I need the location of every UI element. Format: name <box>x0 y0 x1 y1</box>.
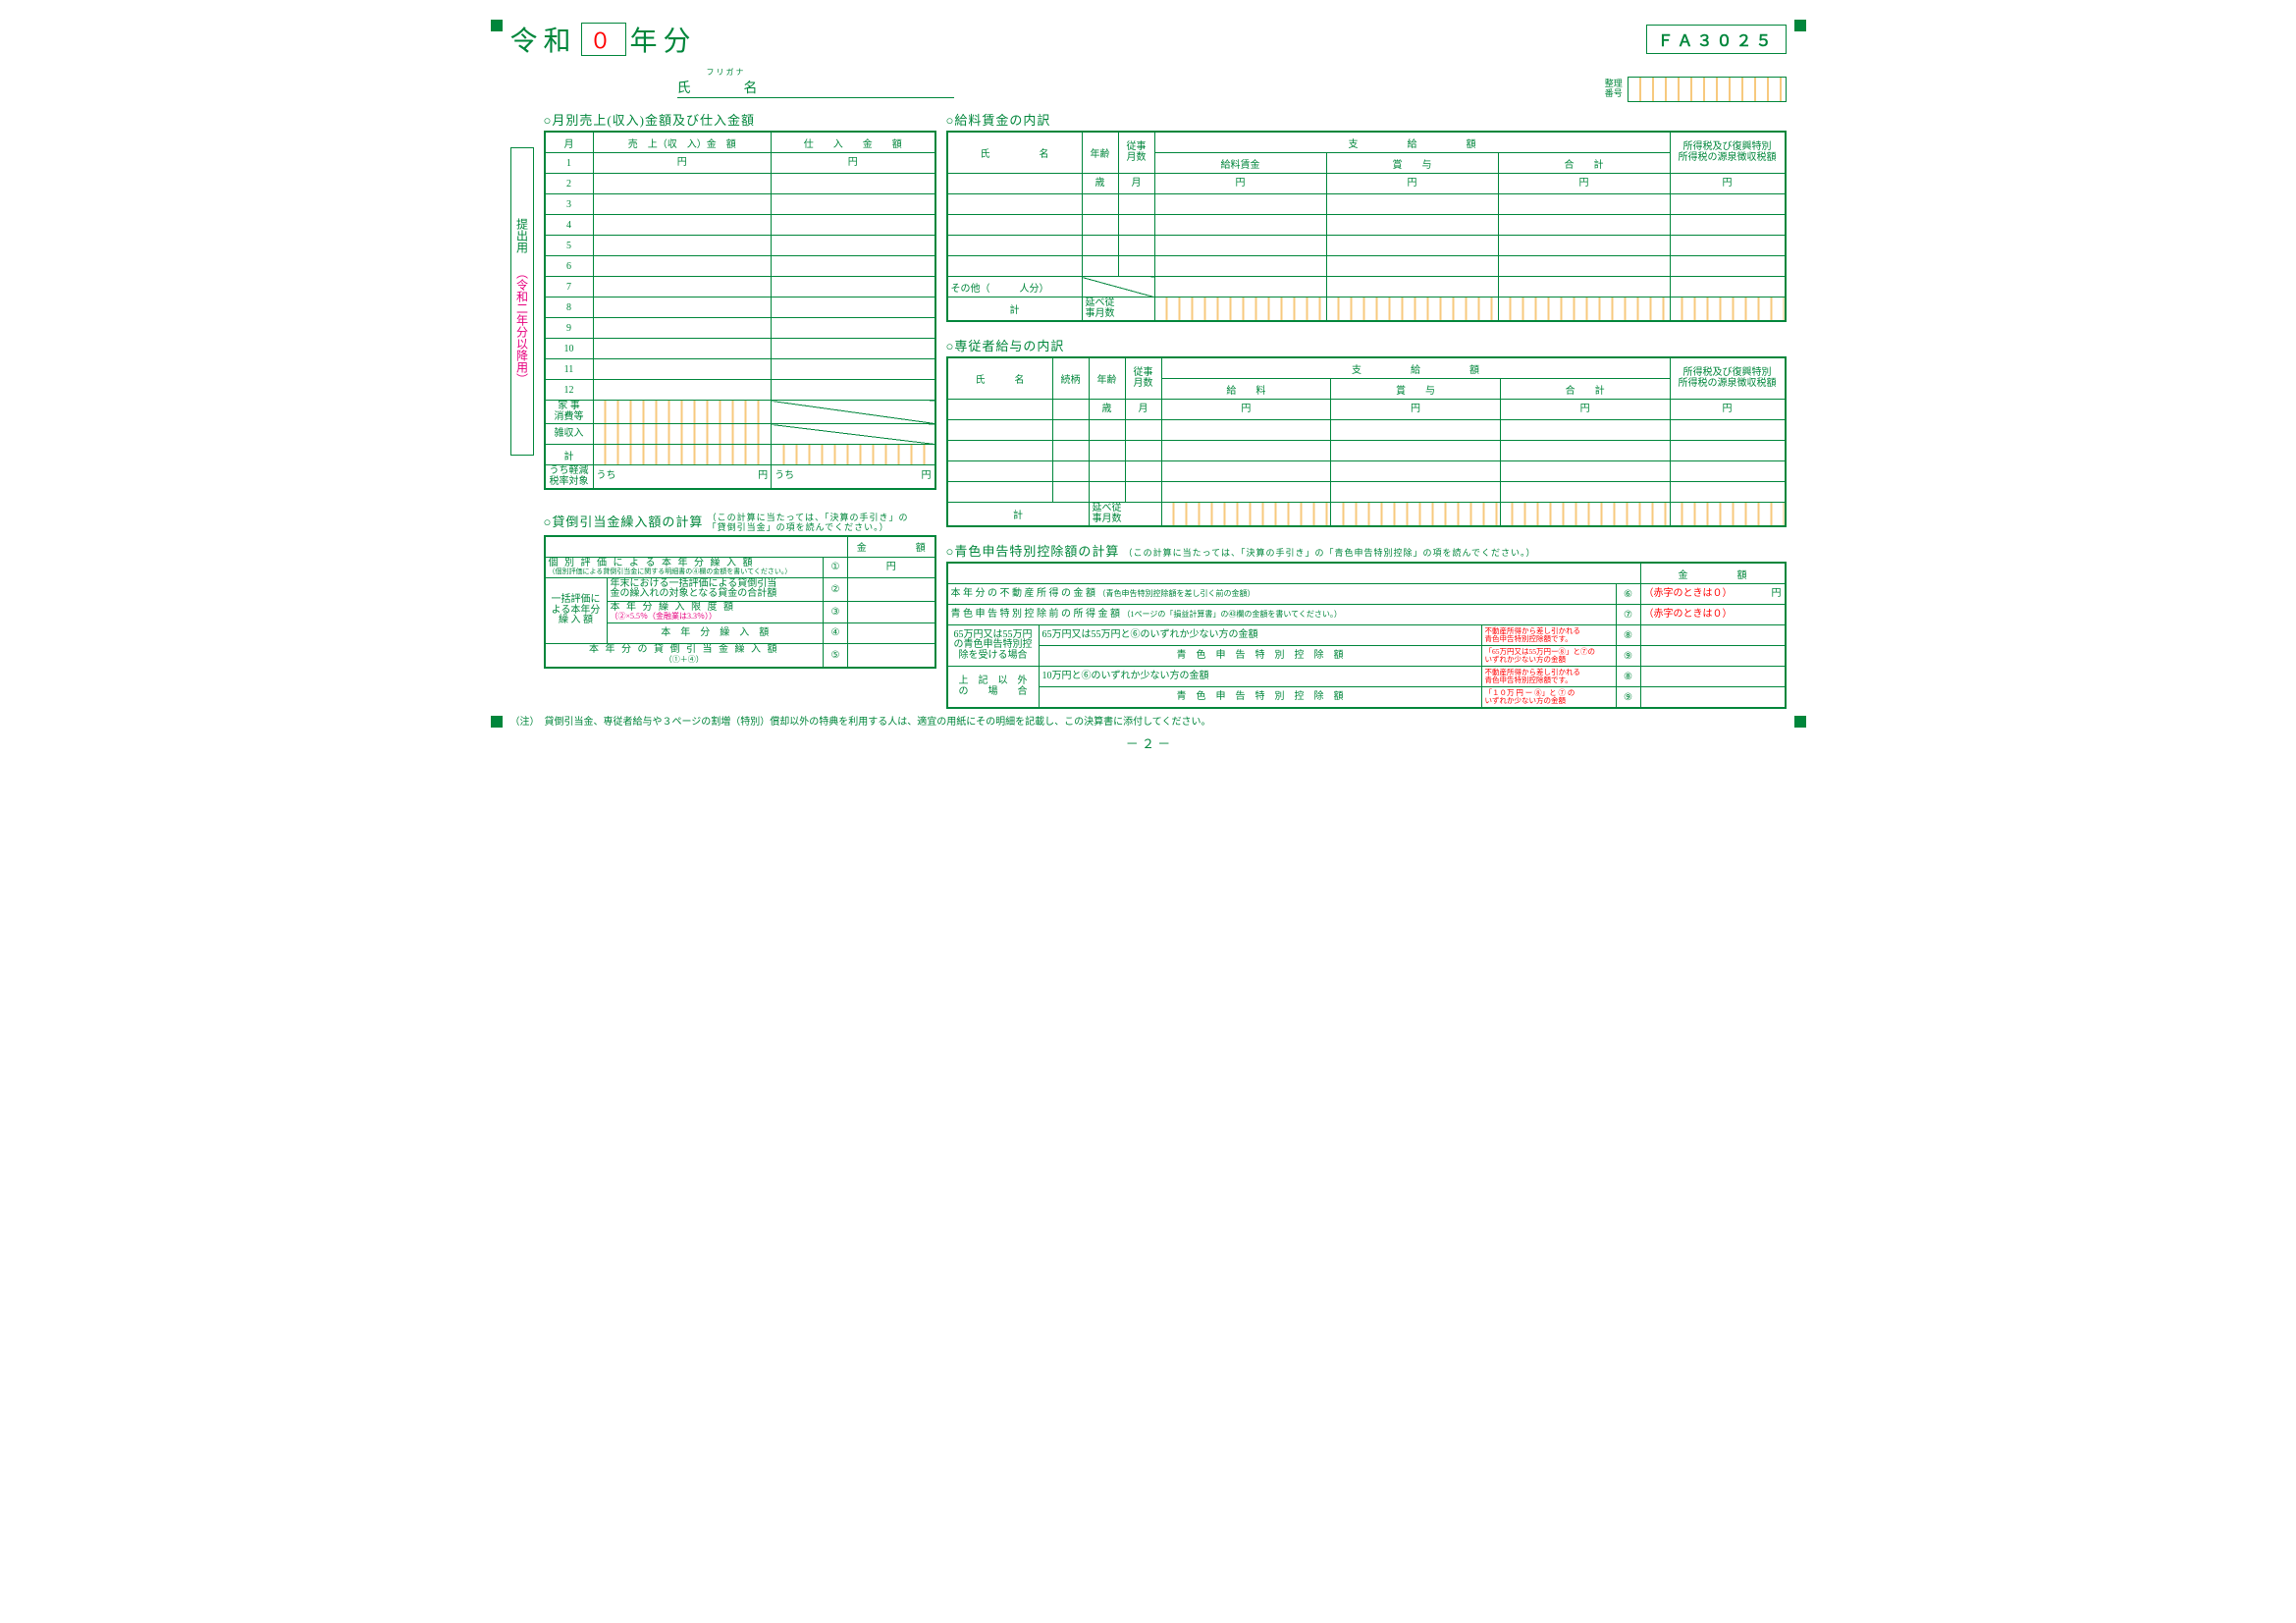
sec4-title: ○専従者給与の内訳 <box>946 336 1787 354</box>
seiri-box: 整理 番号 <box>1605 77 1787 102</box>
corner-tr <box>1794 20 1806 31</box>
corner-tl <box>491 20 503 31</box>
sec2-amt-hdr: 金 額 <box>847 536 934 558</box>
row-total: 計 <box>545 445 594 465</box>
sec4-table: 氏 名 続柄 年齢 従事 月数 支 給 額 所得税及び復興特別 所得税の源泉徴収… <box>946 356 1787 527</box>
sec2-table: 金 額 個 別 評 価 に よ る 本 年 分 繰 入 額 （個別評価による貸倒… <box>544 535 936 669</box>
th-purchase: 仕 入 金 額 <box>772 132 935 153</box>
era-title: 令和 ０ 年分 <box>510 20 697 59</box>
row-keigen: うち軽減 税率対象 <box>545 465 594 490</box>
th-month: 月 <box>545 132 594 153</box>
row-household: 家 事 消費等 <box>545 401 594 424</box>
sec2-r1: 個 別 評 価 に よ る 本 年 分 繰 入 額 （個別評価による貸倒引当金に… <box>545 557 824 577</box>
monthly-table: 月 売 上（収 入）金 額 仕 入 金 額 1円円 2 3 4 5 6 7 8 … <box>544 131 936 490</box>
page-num: － ２ － <box>510 733 1787 752</box>
sec1-title: ○月別売上(収入)金額及び仕入金額 <box>544 110 936 129</box>
sec3-other: その他（ 人分） <box>947 277 1083 298</box>
th-sales: 売 上（収 入）金 額 <box>593 132 772 153</box>
corner-bl <box>491 716 503 728</box>
era-suffix: 年分 <box>630 20 697 59</box>
corner-br <box>1794 716 1806 728</box>
era-label: 令和 <box>510 20 577 59</box>
left-spine: 提出用 （令和二年分以降用） <box>510 147 534 456</box>
seiri-digits <box>1628 77 1787 102</box>
seiri-label: 整理 番号 <box>1605 80 1623 99</box>
row-misc: 雑収入 <box>545 424 594 445</box>
furigana-label: フリガナ <box>707 67 954 78</box>
name-label: 氏 名 <box>677 78 954 98</box>
sec2-title: ○貸倒引当金繰入額の計算 （この計算に当たっては、「決算の手引き」の 「貸倒引当… <box>544 512 936 533</box>
sec3-table: 氏 名 年齢 従事 月数 支 給 額 所得税及び復興特別 所得税の源泉徴収税額 … <box>946 131 1787 322</box>
sec5-table: 金 額 本 年 分 の 不 動 産 所 得 の 金 額 （青色申告特別控除額を差… <box>946 562 1787 709</box>
sec3-title: ○給料賃金の内訳 <box>946 110 1787 129</box>
era-year: ０ <box>581 23 626 56</box>
footnote: （注） 貸倒引当金、専従者給与や３ページの割増（特別）償却以外の特典を利用する人… <box>510 713 1787 728</box>
sec5-title: ○青色申告特別控除額の計算 （この計算に当たっては、「決算の手引き」の「青色申告… <box>946 541 1787 560</box>
form-code: ＦＡ３０２５ <box>1646 25 1786 54</box>
